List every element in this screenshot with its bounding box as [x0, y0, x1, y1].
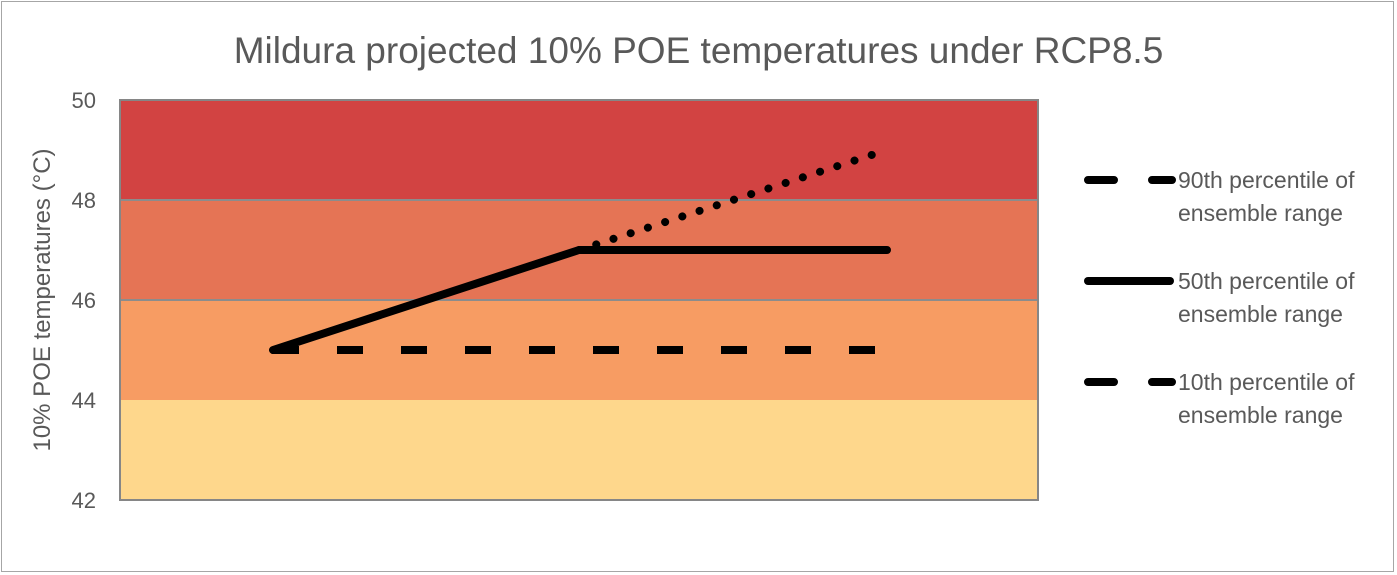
y-tick-label: 44 — [72, 388, 96, 413]
series-lines — [269, 146, 891, 354]
y-axis-title: 10% POE temperatures (°C) — [29, 148, 56, 451]
legend-label: ensemble range — [1178, 200, 1343, 226]
legend-label: 50th percentile of — [1178, 268, 1355, 294]
legend-label: 90th percentile of — [1178, 167, 1355, 193]
chart-title: Mildura projected 10% POE temperatures u… — [233, 30, 1164, 71]
y-tick-labels: 42 44 46 48 50 — [72, 88, 96, 513]
legend-label: 10th percentile of — [1178, 369, 1355, 395]
band-44-46 — [120, 300, 1038, 400]
plot-area-border — [119, 99, 1039, 501]
legend-item: 10th percentile of ensemble range — [1084, 369, 1355, 428]
legend-item: 50th percentile of ensemble range — [1084, 268, 1355, 327]
legend-item: 90th percentile of ensemble range — [1084, 167, 1355, 226]
y-tick-label: 46 — [72, 288, 96, 313]
band-42-44 — [120, 400, 1038, 500]
y-tick-label: 48 — [72, 188, 96, 213]
legend-label: ensemble range — [1178, 402, 1343, 428]
series-line-dotted — [575, 146, 891, 254]
y-tick-label: 50 — [72, 88, 96, 113]
background-bands — [120, 100, 1038, 500]
legend-label: ensemble range — [1178, 301, 1343, 327]
band-48-50 — [120, 100, 1038, 200]
gridlines — [120, 199, 1038, 301]
y-tick-label: 42 — [72, 488, 96, 513]
series-line-solid — [269, 246, 891, 354]
